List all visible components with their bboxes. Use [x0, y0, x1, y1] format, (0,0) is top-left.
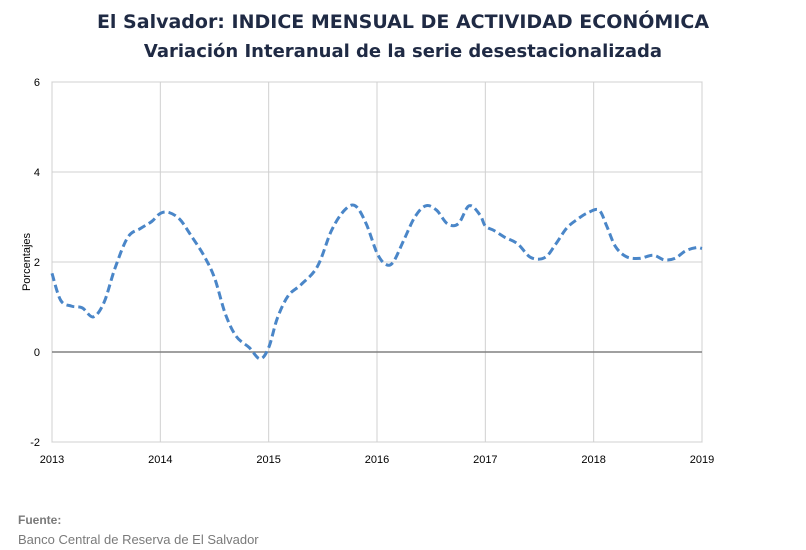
y-tick-label: 4 — [34, 167, 40, 179]
source-note: Fuente: Banco Central de Reserva de El S… — [18, 510, 259, 550]
y-tick-label: 0 — [34, 347, 40, 359]
x-tick-label: 2013 — [40, 454, 64, 466]
x-tick-label: 2018 — [581, 454, 605, 466]
line-chart: -2 0 2 4 6 2013 2014 2015 2016 2017 2018 2019 Porcen… — [21, 77, 714, 466]
source-text: Banco Central de Reserva de El Salvador — [18, 532, 259, 547]
chart-title: El Salvador: INDICE MENSUAL DE ACTIVIDAD… — [96, 11, 710, 33]
chart-subtitle: Variación Interanual de la serie desesta… — [143, 41, 663, 62]
source-label: Fuente: — [18, 513, 62, 527]
x-tick-label: 2015 — [256, 454, 280, 466]
x-tick-label: 2019 — [690, 454, 714, 466]
title-block: El Salvador: INDICE MENSUAL DE ACTIVIDAD… — [0, 8, 806, 66]
x-tick-label: 2016 — [365, 454, 389, 466]
y-tick-label: 6 — [34, 77, 40, 89]
x-tick-label: 2017 — [473, 454, 497, 466]
x-tick-label: 2014 — [148, 454, 172, 466]
series-line — [50, 203, 703, 361]
y-axis-label: Porcentajes — [21, 232, 33, 291]
y-tick-label: -2 — [30, 437, 40, 449]
y-tick-label: 2 — [34, 257, 40, 269]
